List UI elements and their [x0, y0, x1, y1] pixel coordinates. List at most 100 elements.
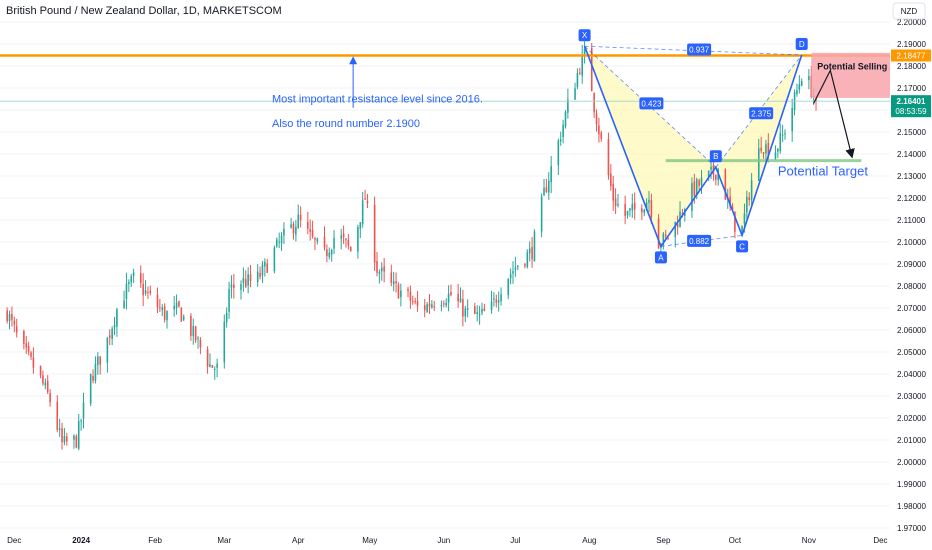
candle-body [400, 290, 402, 298]
price-tick-label: 2.15000 [897, 128, 926, 137]
pattern-fill-xab [584, 46, 716, 247]
candle-body [349, 246, 352, 251]
countdown-label: 08:53:59 [895, 107, 927, 116]
candle-body [710, 166, 712, 170]
candle-body [314, 238, 316, 240]
candle-body [123, 300, 125, 309]
price-tick-label: 2.07000 [897, 304, 926, 313]
chart-grid [0, 21, 890, 529]
candle-body [49, 393, 51, 403]
candle-body [662, 233, 665, 245]
candle-body [80, 420, 82, 422]
sell-area-label: Potential Selling Area [817, 61, 910, 71]
pattern-ratio-label: 2.375 [751, 109, 772, 118]
candle-body [509, 273, 512, 279]
candle-body [326, 249, 328, 257]
candle-body [108, 335, 111, 338]
candle-body [423, 305, 426, 311]
candle-body [607, 139, 610, 176]
candle-body [242, 277, 245, 284]
currency-button[interactable]: NZD [892, 2, 926, 20]
candle-body [32, 357, 35, 368]
candle-body [307, 221, 309, 229]
candle-body [299, 214, 302, 221]
candle-body [564, 112, 567, 127]
pattern-ratio-badge [687, 43, 712, 56]
potential-selling-area[interactable] [811, 52, 890, 98]
candle-body [42, 375, 44, 384]
pattern-point-x [578, 29, 591, 42]
candle-body [457, 293, 459, 302]
candle-body [600, 132, 603, 139]
candle-body [347, 239, 350, 246]
candle-body [249, 274, 252, 281]
candle-body [144, 290, 147, 294]
candle-body [576, 73, 579, 87]
candle-body [595, 113, 598, 125]
price-tick-label: 2.19000 [897, 40, 926, 49]
candle-body [397, 284, 400, 299]
candle-body [61, 428, 63, 443]
candle-body [516, 265, 519, 268]
candle-body [106, 337, 109, 363]
candle-body [273, 247, 276, 272]
candle-body [244, 279, 247, 287]
candle-body [256, 271, 259, 282]
time-tick-label: Feb [148, 536, 162, 545]
candle-body [283, 228, 285, 236]
price-tick-label: 1.97000 [897, 524, 926, 533]
candle-body [357, 226, 359, 252]
price-axis[interactable]: 2.200002.190002.180002.170002.160002.150… [890, 0, 932, 550]
candle-body [531, 246, 533, 260]
candle-body [373, 204, 376, 263]
time-axis[interactable]: Dec 2024 Feb Mar Apr May Jun Jul Aug Sep Oct Nov Dec [7, 536, 887, 545]
candle-body [540, 196, 543, 232]
candle-body [56, 401, 59, 430]
candle-body [345, 238, 347, 240]
candle-body [426, 304, 428, 312]
candle-body [376, 260, 378, 273]
candle-body [73, 435, 75, 440]
price-tick-label: 1.98000 [897, 502, 926, 511]
candle-body [125, 283, 128, 299]
pattern-ratio-badge [687, 234, 712, 247]
candle-body [750, 180, 753, 200]
price-tick-label: 2.12000 [897, 194, 926, 203]
xabcd-pattern[interactable]: X A B C D 0.937 0.423 0.882 2.375 [578, 29, 808, 264]
currency-label: NZD [901, 7, 918, 16]
candle-body [450, 292, 452, 295]
pattern-point-label: D [799, 40, 805, 49]
candle-body [657, 218, 660, 249]
candle-body [416, 301, 419, 306]
price-tick-label: 2.05000 [897, 348, 926, 357]
candle-body [431, 304, 433, 308]
resistance-price-tag [891, 49, 931, 62]
candle-body [459, 298, 462, 303]
projection-arrow [813, 68, 855, 159]
pattern-point-label: X [582, 31, 588, 40]
price-tick-label: 2.13000 [897, 172, 926, 181]
candle-body [275, 239, 278, 247]
candle-body [259, 273, 261, 277]
candle-body [557, 140, 560, 166]
candle-body [650, 200, 653, 217]
candle-body [111, 328, 113, 339]
price-tick-label: 2.02000 [897, 414, 926, 423]
candle-body [316, 238, 319, 242]
time-tick-label: Jul [510, 536, 520, 545]
candle-body [197, 337, 199, 339]
candle-body [762, 152, 765, 154]
candle-body [462, 299, 464, 317]
candle-body [629, 208, 631, 211]
candle-body [757, 148, 760, 181]
candle-body [328, 252, 331, 257]
candle-body [748, 197, 751, 201]
candle-body [6, 310, 8, 322]
candle-body [533, 231, 536, 262]
time-tick-label: Apr [292, 536, 305, 545]
candle-body [741, 225, 743, 234]
candle-body [643, 209, 646, 213]
candle-body [514, 267, 517, 270]
